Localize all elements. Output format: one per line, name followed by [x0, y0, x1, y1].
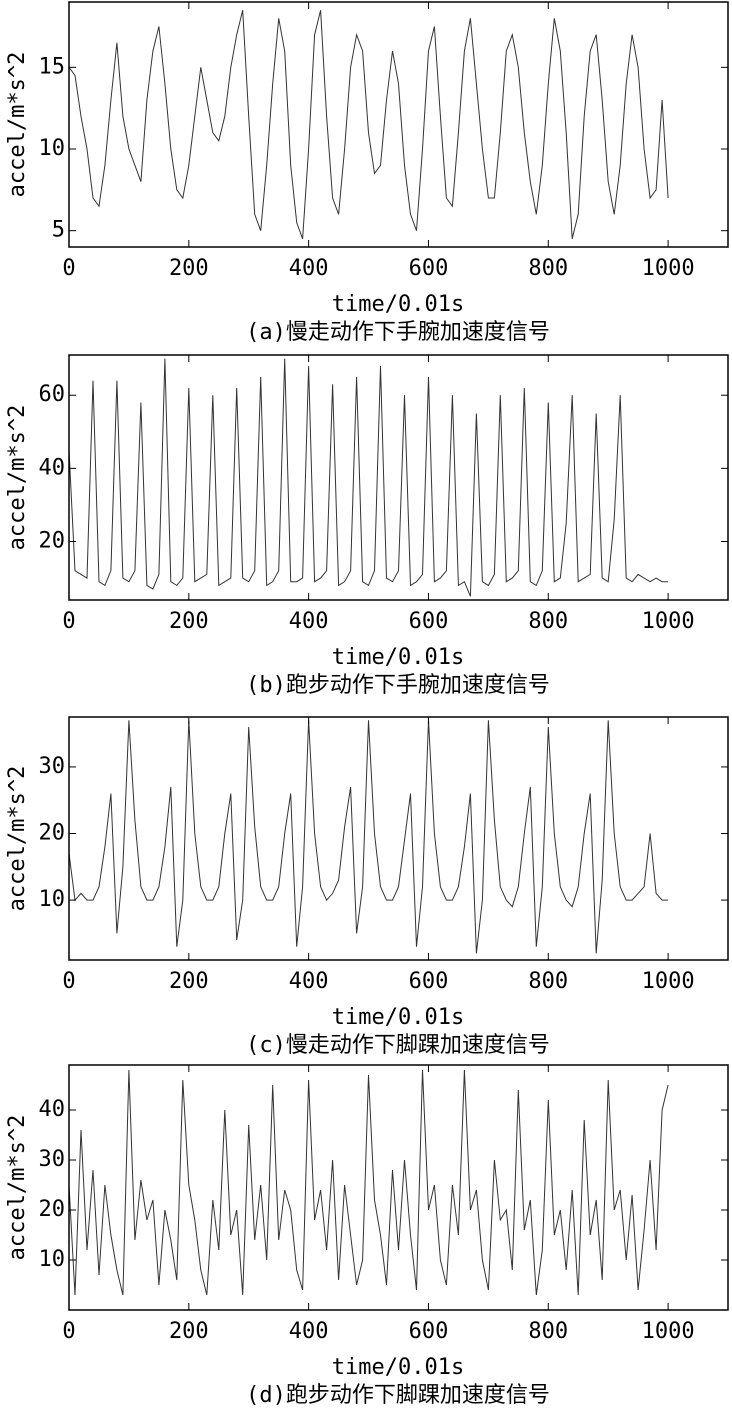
x-axis-label: time/0.01s [332, 1355, 464, 1380]
x-axis-label: time/0.01s [332, 292, 464, 317]
x-axis-label: time/0.01s [332, 1005, 464, 1030]
y-tick-label: 30 [39, 754, 66, 779]
caption: (b)跑步动作下手腕加速度信号 [246, 673, 550, 698]
x-tick-label: 1000 [642, 1319, 695, 1344]
y-tick-label: 10 [39, 887, 66, 912]
y-tick-label: 20 [39, 528, 66, 553]
x-tick-label: 0 [62, 609, 75, 634]
x-tick-label: 600 [409, 256, 449, 281]
y-tick-label: 20 [39, 1197, 66, 1222]
caption: (c)慢走动作下脚踝加速度信号 [246, 1033, 550, 1058]
x-tick-label: 1000 [642, 609, 695, 634]
x-tick-label: 800 [528, 256, 568, 281]
y-tick-label: 15 [39, 54, 66, 79]
y-tick-label: 40 [39, 455, 66, 480]
x-tick-label: 200 [169, 1319, 209, 1344]
x-tick-label: 0 [62, 256, 75, 281]
x-tick-label: 200 [169, 969, 209, 994]
y-axis-label: accel/m*s^2 [5, 766, 30, 912]
y-axis-label: accel/m*s^2 [5, 405, 30, 551]
x-tick-label: 800 [528, 969, 568, 994]
y-tick-label: 10 [39, 136, 66, 161]
x-tick-label: 0 [62, 969, 75, 994]
axes-frame [68, 1, 729, 248]
y-tick-label: 40 [39, 1097, 66, 1122]
y-tick-label: 60 [39, 382, 66, 407]
caption: (a)慢走动作下手腕加速度信号 [246, 320, 550, 345]
signal-line [69, 10, 669, 239]
axes-frame [68, 716, 729, 961]
y-tick-label: 30 [39, 1147, 66, 1172]
y-tick-label: 20 [39, 821, 66, 846]
caption: (d)跑步动作下脚踝加速度信号 [246, 1383, 550, 1408]
signal-line [69, 720, 669, 954]
x-tick-label: 600 [409, 1319, 449, 1344]
x-tick-label: 400 [289, 256, 329, 281]
axes-frame [68, 1064, 729, 1311]
x-tick-label: 400 [289, 609, 329, 634]
x-tick-label: 1000 [642, 969, 695, 994]
axes-frame [68, 354, 729, 601]
y-tick-label: 10 [39, 1247, 66, 1272]
y-tick-label: 5 [52, 218, 65, 243]
x-tick-label: 200 [169, 256, 209, 281]
x-tick-label: 400 [289, 1319, 329, 1344]
y-axis-label: accel/m*s^2 [5, 52, 30, 198]
x-tick-label: 800 [528, 609, 568, 634]
y-axis-label: accel/m*s^2 [5, 1115, 30, 1261]
x-axis-label: time/0.01s [332, 645, 464, 670]
signal-line [69, 358, 669, 597]
x-tick-label: 600 [409, 609, 449, 634]
x-tick-label: 400 [289, 969, 329, 994]
x-tick-label: 200 [169, 609, 209, 634]
x-tick-label: 600 [409, 969, 449, 994]
x-tick-label: 0 [62, 1319, 75, 1344]
x-tick-label: 800 [528, 1319, 568, 1344]
signal-line [69, 1069, 669, 1296]
x-tick-label: 1000 [642, 256, 695, 281]
